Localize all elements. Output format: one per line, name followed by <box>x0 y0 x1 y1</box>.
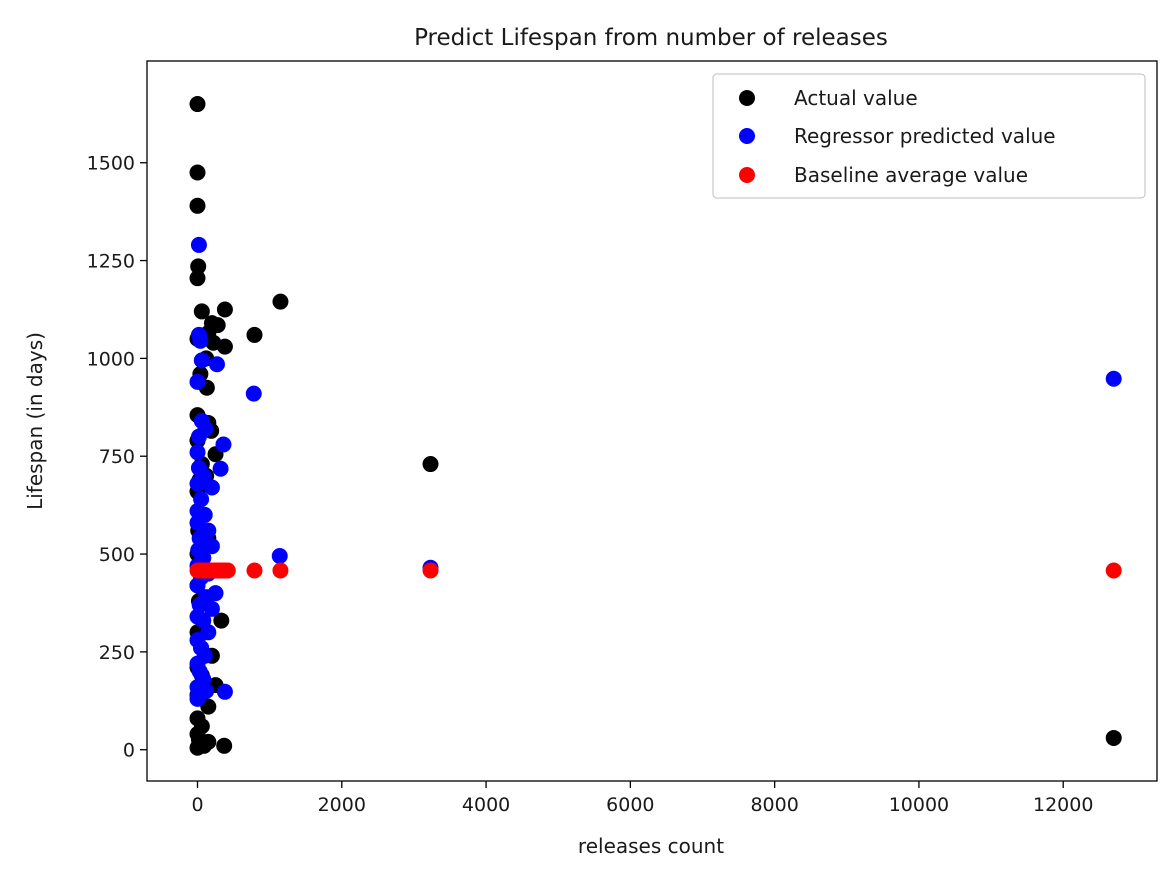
regressor-predicted-point <box>215 436 232 453</box>
actual-value-point <box>422 456 439 473</box>
baseline-average-point <box>422 562 439 579</box>
regressor-predicted-point <box>203 600 220 617</box>
x-tick-label: 6000 <box>606 794 654 816</box>
y-axis-label: Lifespan (in days) <box>23 332 47 510</box>
y-tick-label: 1000 <box>87 348 135 370</box>
legend-label-regressor: Regressor predicted value <box>794 124 1056 148</box>
regressor-predicted-point <box>192 332 209 349</box>
regressor-predicted-point <box>271 548 288 564</box>
regressor-predicted-point <box>193 352 210 369</box>
data-points <box>189 96 1122 756</box>
legend-label-actual: Actual value <box>794 86 918 110</box>
y-tick-label: 750 <box>99 446 135 468</box>
legend: Actual value Regressor predicted value B… <box>712 73 1146 199</box>
x-tick-label: 8000 <box>750 794 798 816</box>
regressor-predicted-point <box>212 460 229 477</box>
actual-value-point <box>216 338 233 355</box>
baseline-average-point <box>1105 562 1122 579</box>
y-tick-label: 500 <box>99 544 135 566</box>
chart-title: Predict Lifespan from number of releases <box>414 25 888 51</box>
x-axis-label: releases count <box>578 834 724 858</box>
legend-marker-baseline <box>739 167 755 183</box>
y-tick-label: 250 <box>99 642 135 664</box>
actual-value-point <box>246 326 263 343</box>
y-tick-label: 1250 <box>87 251 135 273</box>
baseline-average-point <box>272 562 289 579</box>
regressor-predicted-point <box>189 373 206 390</box>
regressor-predicted-point <box>189 444 206 461</box>
regressor-predicted-point <box>1105 370 1122 387</box>
regressor-predicted-point <box>189 475 206 492</box>
actual-value-point <box>189 270 206 287</box>
regressor-predicted-point <box>245 385 262 402</box>
actual-value-point <box>1105 729 1122 746</box>
regressor-predicted-point <box>216 683 233 700</box>
x-tick-label: 4000 <box>462 794 510 816</box>
legend-label-baseline: Baseline average value <box>794 163 1028 187</box>
regressor-predicted-point <box>203 479 220 496</box>
x-tick-label: 2000 <box>318 794 366 816</box>
actual-value-point <box>272 293 289 310</box>
actual-value-point <box>193 303 210 320</box>
baseline-average-point <box>219 562 236 579</box>
actual-value-point <box>189 96 206 113</box>
actual-value-point <box>213 612 230 629</box>
regressor-predicted-point <box>189 577 206 594</box>
regressor-predicted-point <box>190 236 207 253</box>
x-axis: 0 2000 4000 6000 8000 10000 12000 <box>191 781 1093 816</box>
y-tick-label: 1500 <box>87 153 135 175</box>
actual-value-point <box>216 737 233 754</box>
series-2 <box>189 236 1122 707</box>
regressor-predicted-point <box>203 538 220 555</box>
actual-value-point <box>216 301 233 318</box>
regressor-predicted-point <box>190 428 207 445</box>
series-3 <box>189 562 1122 579</box>
x-tick-label: 10000 <box>889 794 949 816</box>
y-axis: 0 250 500 750 1000 1250 1500 <box>87 153 147 762</box>
actual-value-point <box>190 258 207 275</box>
regressor-predicted-point <box>189 690 206 707</box>
x-tick-label: 0 <box>191 794 203 816</box>
regressor-predicted-point <box>191 530 208 547</box>
legend-box <box>712 73 1146 199</box>
actual-value-point <box>189 739 206 756</box>
legend-marker-regressor <box>739 128 755 144</box>
legend-marker-actual <box>739 90 755 106</box>
baseline-average-point <box>246 562 263 579</box>
regressor-predicted-point <box>208 356 225 373</box>
plot-area-frame <box>146 60 1158 782</box>
x-tick-label: 12000 <box>1033 794 1093 816</box>
actual-value-point <box>189 164 206 181</box>
y-tick-label: 0 <box>123 740 135 762</box>
actual-value-point <box>189 197 206 214</box>
